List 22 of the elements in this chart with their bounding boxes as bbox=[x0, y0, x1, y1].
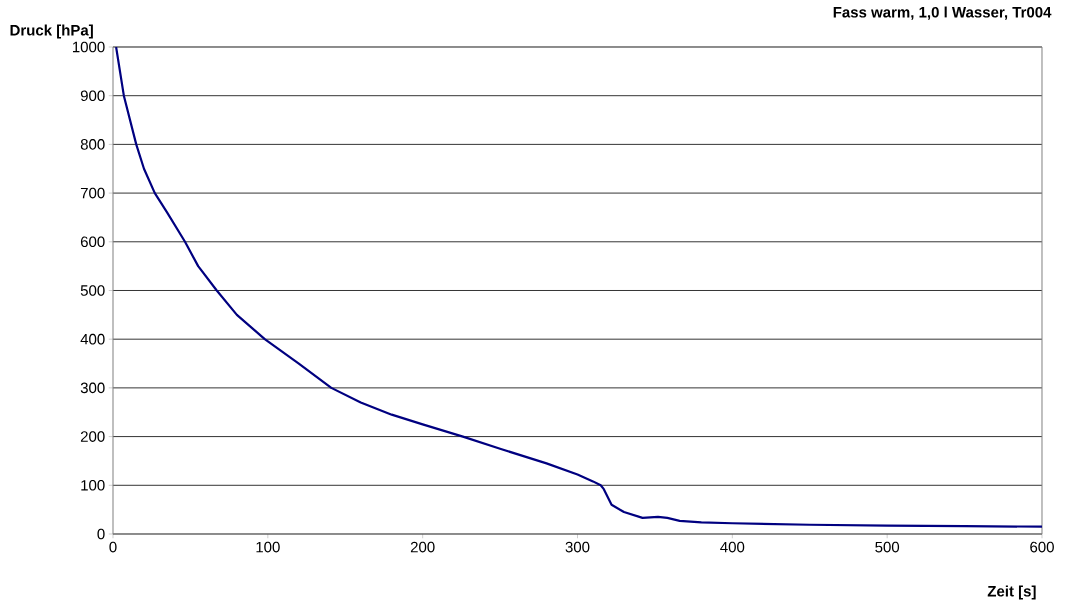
x-axis-title: Zeit [s] bbox=[987, 585, 1036, 600]
y-tick-label: 200 bbox=[80, 431, 105, 442]
y-tick-label: 900 bbox=[80, 90, 105, 101]
x-tick-label: 200 bbox=[410, 541, 435, 553]
y-tick-label: 700 bbox=[80, 187, 105, 199]
x-tick-label: 500 bbox=[875, 541, 900, 553]
y-tick-label: 800 bbox=[80, 139, 105, 150]
x-tick-label: 300 bbox=[565, 541, 590, 553]
x-tick-label: 0 bbox=[109, 541, 117, 553]
y-tick-label: 500 bbox=[80, 285, 105, 296]
y-tick-label: 400 bbox=[80, 333, 105, 345]
y-tick-label: 600 bbox=[80, 236, 105, 248]
y-tick-label: 100 bbox=[81, 479, 105, 491]
x-tick-label: 100 bbox=[256, 541, 280, 553]
y-tick-label: 0 bbox=[97, 528, 105, 540]
x-tick-label: 600 bbox=[1030, 541, 1054, 553]
y-tick-label: 1000 bbox=[72, 41, 105, 53]
y-axis-title: Druck [hPa] bbox=[10, 24, 93, 39]
line-series bbox=[115, 46, 1042, 528]
x-tick-label: 400 bbox=[720, 541, 745, 553]
chart-title: Fass warm, 1,0 l Wasser, Tr004 bbox=[833, 6, 1052, 20]
y-tick-label: 300 bbox=[80, 382, 105, 394]
